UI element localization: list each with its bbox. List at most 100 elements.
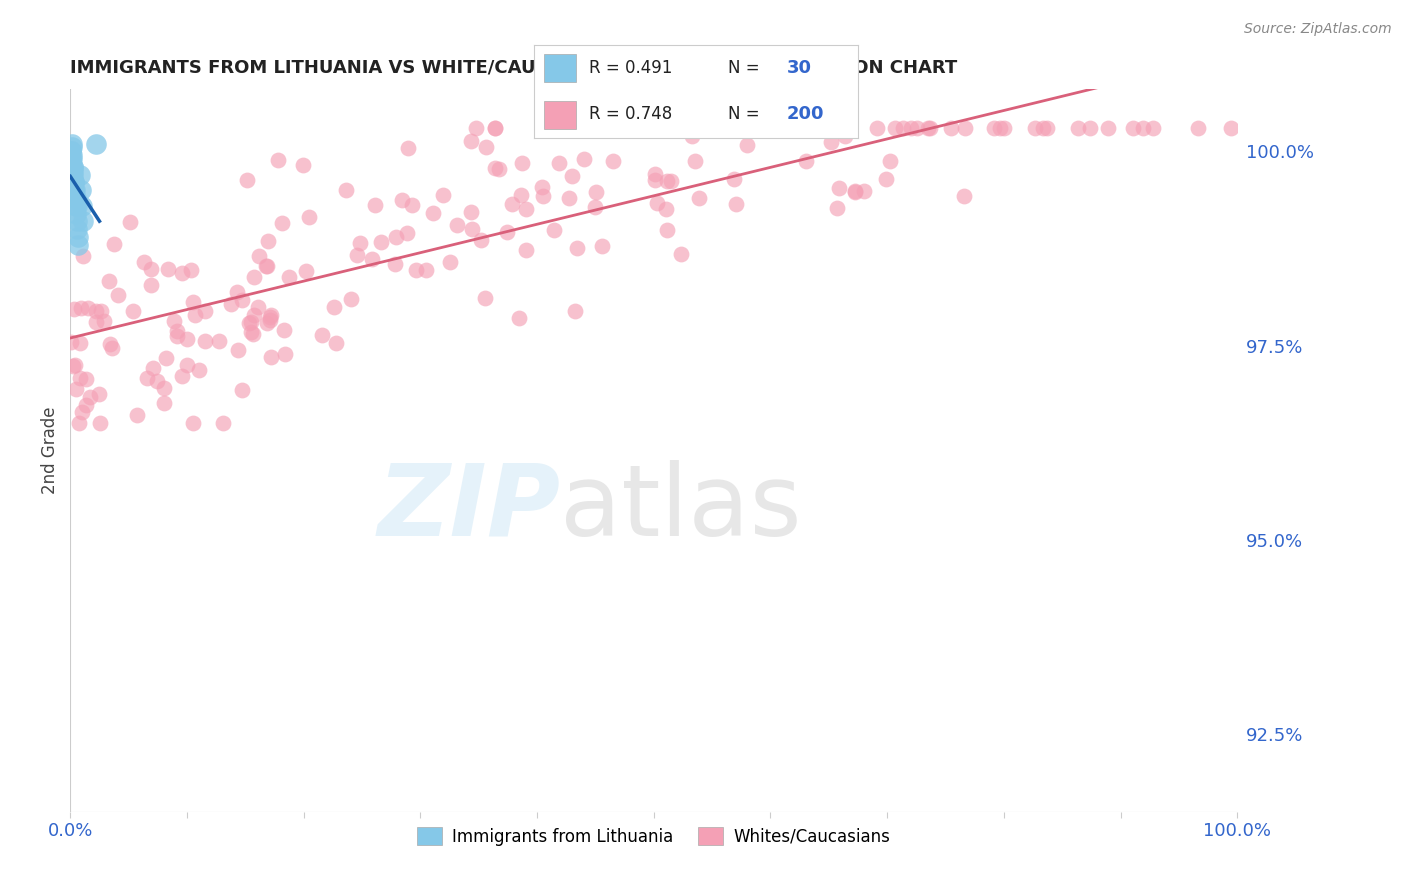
Point	[953, 189, 976, 203]
Point	[446, 218, 468, 232]
FancyBboxPatch shape	[544, 101, 576, 129]
Point	[166, 329, 188, 343]
Point	[153, 396, 176, 410]
Point	[1220, 121, 1243, 136]
Point	[602, 153, 624, 168]
Point	[67, 417, 90, 431]
Point	[238, 316, 260, 330]
Point	[405, 262, 427, 277]
Point	[63, 301, 86, 316]
Point	[239, 325, 262, 339]
Point	[558, 191, 581, 205]
Point	[65, 206, 87, 220]
Point	[838, 121, 860, 136]
Point	[655, 223, 678, 237]
Point	[422, 206, 444, 220]
Point	[688, 190, 710, 204]
Point	[135, 371, 157, 385]
Point	[141, 261, 163, 276]
Point	[657, 174, 679, 188]
Point	[65, 191, 87, 205]
Point	[501, 197, 523, 211]
Point	[267, 153, 290, 168]
Point	[84, 304, 107, 318]
Point	[384, 257, 406, 271]
Point	[156, 261, 179, 276]
Point	[59, 156, 82, 170]
Point	[121, 304, 143, 318]
Point	[385, 229, 408, 244]
Point	[547, 156, 569, 170]
Point	[557, 121, 579, 136]
Point	[1142, 121, 1164, 136]
Point	[231, 384, 253, 398]
Point	[311, 328, 333, 343]
Point	[242, 308, 264, 322]
Point	[67, 237, 90, 252]
Point	[62, 160, 84, 174]
Point	[953, 121, 976, 136]
Point	[259, 310, 281, 324]
Point	[460, 134, 482, 148]
Point	[194, 303, 217, 318]
Point	[515, 202, 537, 217]
Point	[62, 176, 84, 190]
Point	[591, 238, 613, 252]
Text: 200: 200	[786, 105, 824, 123]
Point	[891, 121, 914, 136]
Point	[107, 288, 129, 302]
Point	[439, 255, 461, 269]
Point	[66, 222, 89, 236]
Point	[247, 300, 270, 314]
Point	[98, 274, 121, 288]
Point	[561, 169, 583, 183]
Point	[212, 417, 235, 431]
Point	[194, 334, 217, 348]
Point	[879, 153, 901, 168]
Point	[63, 358, 86, 372]
Point	[86, 315, 108, 329]
Point	[844, 186, 866, 200]
Point	[89, 387, 111, 401]
Point	[273, 323, 295, 337]
Text: 30: 30	[786, 59, 811, 77]
Point	[72, 405, 94, 419]
Point	[139, 278, 162, 293]
Point	[242, 327, 264, 342]
Point	[853, 184, 876, 198]
Point	[484, 161, 506, 176]
Point	[69, 336, 91, 351]
Point	[66, 214, 89, 228]
Point	[181, 417, 204, 431]
Point	[723, 172, 745, 186]
Point	[567, 241, 589, 255]
Point	[1032, 121, 1054, 136]
Point	[875, 172, 897, 186]
Point	[401, 198, 423, 212]
Point	[415, 262, 437, 277]
Point	[274, 347, 297, 361]
Point	[775, 121, 797, 136]
Point	[735, 137, 758, 152]
Point	[825, 201, 848, 215]
Point	[254, 259, 277, 273]
Point	[69, 168, 91, 182]
Point	[475, 140, 498, 154]
Point	[460, 204, 482, 219]
Point	[89, 417, 111, 431]
Point	[271, 215, 294, 229]
Point	[62, 359, 84, 374]
Point	[828, 180, 851, 194]
Point	[243, 269, 266, 284]
Point	[75, 372, 97, 386]
Point	[208, 334, 231, 348]
Point	[146, 374, 169, 388]
Point	[65, 383, 87, 397]
Point	[93, 314, 115, 328]
Point	[187, 363, 209, 377]
Point	[295, 264, 318, 278]
Point	[1097, 121, 1119, 136]
Point	[370, 235, 392, 249]
Point	[62, 163, 84, 178]
Point	[60, 136, 83, 151]
